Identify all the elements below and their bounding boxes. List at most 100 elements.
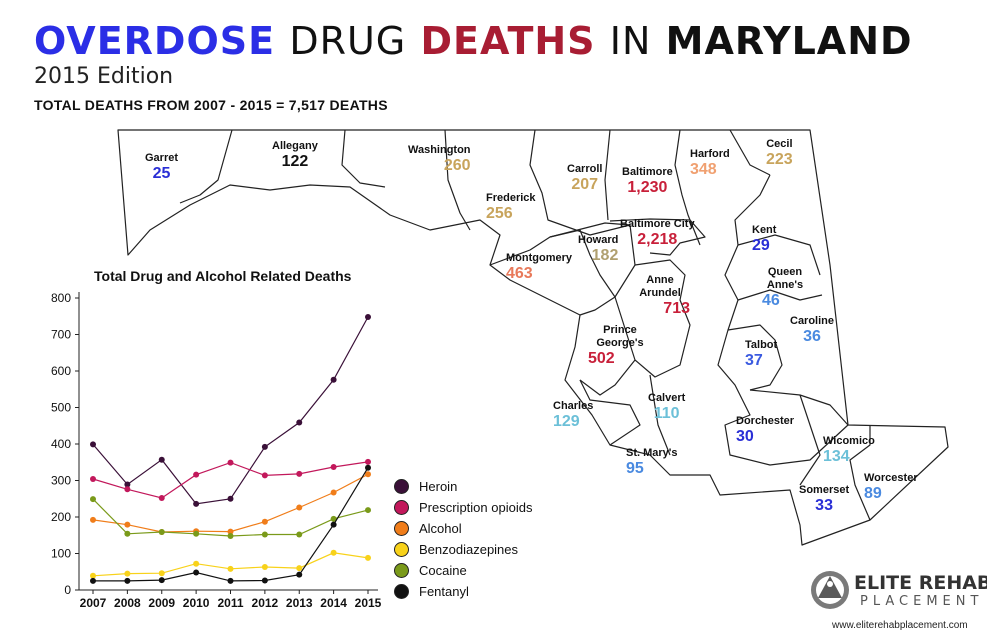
- x-tick-label: 2012: [252, 596, 279, 610]
- county-harford: Harford 348: [690, 148, 730, 179]
- county-st-marys: St. Mary's 95: [626, 447, 678, 478]
- map-border-washington-frederick: [444, 129, 471, 231]
- data-point-prescription-opioids: [90, 476, 96, 483]
- map-border-carroll-baltimore: [604, 129, 611, 221]
- map-border-wicomico: [799, 394, 821, 486]
- county-allegany: Allegany 122: [272, 140, 318, 171]
- county-name: Howard: [578, 234, 619, 246]
- county-name: Cecil: [766, 138, 793, 150]
- data-point-prescription-opioids: [330, 463, 337, 470]
- county-value: 29: [752, 237, 770, 254]
- county-value: 256: [486, 205, 513, 222]
- series-line-alcohol: [92, 473, 369, 533]
- county-name: St. Mary's: [626, 447, 678, 459]
- data-point-cocaine: [296, 531, 303, 538]
- county-value: 713: [663, 300, 690, 317]
- legend-swatch: [394, 563, 409, 578]
- map-border-montgomery: [489, 229, 616, 316]
- data-point-heroin: [124, 481, 131, 488]
- map-border-somerset-worcester: [849, 425, 871, 521]
- county-caroline: Caroline 36: [790, 315, 834, 346]
- county-prince-georges: Prince George's 502: [588, 324, 652, 368]
- brand-url: www.eliterehabplacement.com: [832, 620, 968, 631]
- county-name: Montgomery: [506, 252, 572, 264]
- series-line-heroin: [92, 316, 369, 505]
- county-dorchester: Dorchester 30: [736, 415, 794, 446]
- legend-swatch: [394, 542, 409, 557]
- legend-item-alcohol: Alcohol: [394, 518, 532, 539]
- legend-label: Fentanyl: [419, 584, 469, 599]
- data-point-heroin: [227, 495, 234, 502]
- chart-axes: 0 100 200 300 400 500 600 700 800 2007 2008 2009 201…: [51, 291, 382, 610]
- county-value: 348: [690, 161, 717, 178]
- county-garret: Garret 25: [145, 152, 178, 183]
- county-montgomery: Montgomery 463: [506, 252, 572, 283]
- title-maryland: MARYLAND: [665, 19, 913, 63]
- title-in: IN: [609, 19, 652, 63]
- county-name: Garret: [145, 152, 179, 164]
- county-name: Frederick: [486, 192, 536, 204]
- county-name: Dorchester: [736, 415, 795, 427]
- county-carroll: Carroll 207: [567, 163, 602, 194]
- data-point-benzodiazepines: [90, 572, 96, 579]
- county-name: Talbot: [745, 339, 778, 351]
- county-value: 129: [553, 413, 580, 430]
- data-point-benzodiazepines: [296, 565, 303, 572]
- county-charles: Charles 129: [553, 400, 593, 431]
- county-name: Anne Arundel: [639, 274, 681, 299]
- data-point-prescription-opioids: [124, 486, 131, 493]
- data-point-benzodiazepines: [158, 570, 165, 577]
- series-line-benzodiazepines: [92, 552, 369, 577]
- map-border-calvert: [649, 374, 671, 456]
- x-tick-label: 2015: [355, 596, 382, 610]
- data-point-heroin: [158, 456, 165, 463]
- data-point-cocaine: [261, 531, 268, 538]
- data-point-prescription-opioids: [158, 495, 165, 502]
- legend-item-cocaine: Cocaine: [394, 560, 532, 581]
- data-point-benzodiazepines: [261, 564, 268, 571]
- data-point-benzodiazepines: [124, 570, 131, 577]
- map-border-eastern-shore: [717, 174, 849, 466]
- title-drug: DRUG: [289, 19, 407, 63]
- map-border-baltimore-city: [609, 218, 706, 256]
- county-kent: Kent 29: [752, 224, 776, 255]
- y-tick-label: 600: [51, 364, 71, 378]
- map-border-kent-qa: [737, 234, 821, 276]
- county-name: Charles: [553, 400, 594, 412]
- county-name: Carroll: [567, 163, 603, 175]
- y-tick-label: 700: [51, 328, 71, 342]
- data-point-fentanyl: [296, 571, 303, 578]
- county-value: 2,218: [637, 231, 678, 248]
- legend-label: Prescription opioids: [419, 500, 533, 515]
- county-wicomico: Wicomico 134: [823, 435, 875, 466]
- county-value: 463: [506, 265, 533, 282]
- data-point-cocaine: [158, 528, 165, 535]
- county-worcester: Worcester 89: [864, 472, 918, 503]
- map-border-charles: [579, 379, 641, 446]
- page-title: OVERDOSE DRUG DEATHS IN MARYLAND: [34, 18, 913, 64]
- data-point-cocaine: [90, 496, 96, 503]
- line-chart: 0 100 200 300 400 500 600 700 800 2007 2008 2009 201…: [51, 291, 382, 610]
- data-point-cocaine: [227, 532, 234, 539]
- data-point-fentanyl: [330, 521, 337, 528]
- data-point-heroin: [90, 441, 96, 448]
- county-baltimore-city: Baltimore City 2,218: [620, 218, 695, 249]
- map-border-baltimore-harford: [674, 129, 701, 246]
- county-name: Caroline: [790, 315, 835, 327]
- county-value: 134: [823, 448, 850, 465]
- data-point-prescription-opioids: [193, 471, 200, 478]
- data-point-fentanyl: [227, 577, 234, 584]
- y-tick-label: 800: [51, 291, 71, 305]
- data-point-fentanyl: [365, 464, 371, 471]
- county-frederick: Frederick 256: [486, 192, 536, 223]
- data-point-fentanyl: [124, 577, 131, 584]
- legend-item-benzodiazepines: Benzodiazepines: [394, 539, 532, 560]
- county-anne-arundel: Anne Arundel 713: [630, 274, 690, 318]
- county-value: 46: [762, 292, 780, 309]
- county-name: Worcester: [864, 472, 918, 484]
- data-point-fentanyl: [90, 577, 96, 584]
- x-tick-label: 2009: [148, 596, 175, 610]
- map-border-howard: [549, 222, 636, 298]
- chart-title: Total Drug and Alcohol Related Deaths: [94, 268, 352, 284]
- county-value: 33: [815, 497, 833, 514]
